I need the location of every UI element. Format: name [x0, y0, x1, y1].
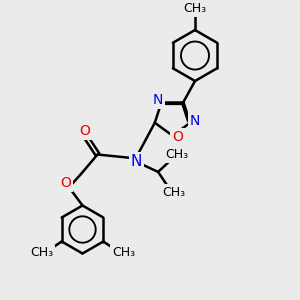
Text: N: N [131, 154, 142, 169]
Text: N: N [190, 114, 200, 128]
Text: CH₃: CH₃ [183, 2, 207, 15]
Text: O: O [61, 176, 71, 190]
Text: CH₃: CH₃ [112, 246, 135, 260]
Text: O: O [172, 130, 183, 143]
Text: N: N [152, 93, 163, 107]
Text: CH₃: CH₃ [165, 148, 188, 161]
Text: CH₃: CH₃ [162, 186, 185, 199]
Text: O: O [79, 124, 90, 138]
Text: CH₃: CH₃ [30, 246, 53, 260]
